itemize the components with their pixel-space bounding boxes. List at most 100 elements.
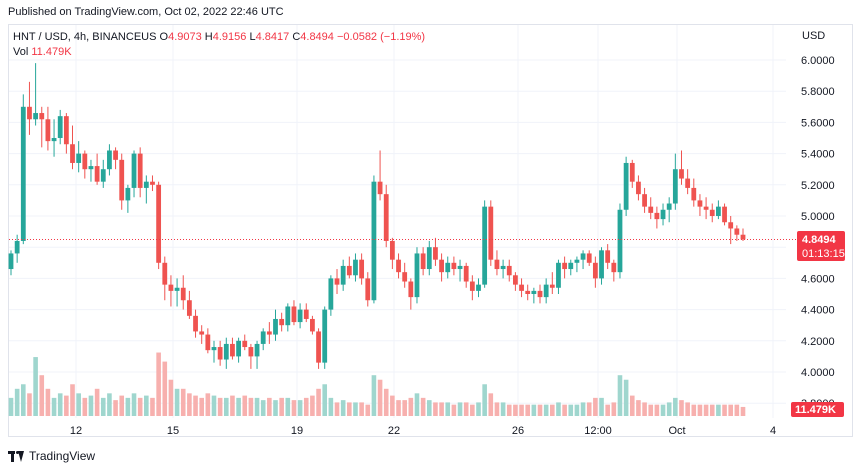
candle-body (445, 262, 451, 273)
volume-value: 11.479K (31, 46, 72, 58)
candle-body (715, 206, 721, 216)
volume-bar (506, 404, 512, 416)
candle-body (531, 290, 537, 294)
candle-body (156, 184, 162, 263)
price-tick-label: 5.8000 (801, 86, 835, 98)
volume-bar (107, 393, 112, 416)
time-axis: 12 15 19 22 26 12:00 Oct 4 (70, 425, 776, 437)
candle-body (420, 253, 426, 270)
price-tick-label: 5.0000 (801, 211, 835, 223)
volume-bar (125, 397, 131, 416)
volume-bar (697, 404, 703, 416)
chart-frame[interactable] (8, 24, 853, 437)
volume-bar (525, 404, 531, 416)
candle-body (322, 309, 328, 363)
volume-bar (70, 384, 75, 416)
candle-body (691, 187, 697, 201)
candle-body (334, 278, 340, 285)
candle-body (27, 106, 32, 120)
candle-body (703, 206, 709, 210)
volume-bar (14, 388, 20, 416)
volume-bar (660, 404, 666, 416)
candle-body (260, 331, 266, 344)
volume-bar (500, 402, 506, 416)
candle-body (340, 265, 346, 285)
volume-bar (740, 406, 746, 416)
candle-body (119, 159, 125, 201)
candle-body (611, 262, 617, 273)
symbol-label[interactable]: HNT / USD, 4h, BINANCEUS (13, 31, 157, 43)
candle-body (174, 287, 180, 291)
candle-body (543, 284, 549, 298)
volume-bar (193, 395, 198, 416)
volume-bar (88, 395, 94, 416)
candle-body (371, 181, 377, 301)
volume-bar (642, 402, 647, 416)
volume-bar (703, 404, 709, 416)
volume-bar (64, 395, 69, 416)
candle-body (648, 206, 654, 213)
volume-bar (82, 397, 88, 416)
candle-body (383, 194, 389, 241)
volume-bar (27, 393, 32, 416)
volume-bar (94, 388, 100, 416)
volume-bar (451, 404, 457, 416)
volume-bar (543, 404, 549, 416)
candle-body (254, 343, 260, 357)
volume-bar (716, 404, 721, 416)
price-tick-label: 4.2000 (801, 336, 835, 348)
price-axis: 6.0000 5.8000 5.6000 5.4000 5.2000 5.0000 4.60… (801, 55, 835, 410)
candle-body (14, 240, 20, 254)
candle-body (113, 150, 118, 160)
volume-bar (648, 404, 654, 416)
candle-body (586, 253, 592, 263)
volume-bar (599, 397, 604, 416)
time-tick-label: 19 (291, 425, 303, 437)
volume-bar (685, 402, 690, 416)
candle-body (51, 138, 57, 142)
volume-bar (8, 397, 14, 416)
change-value: −0.0582 (−1.19%) (336, 31, 426, 43)
volume-bar (168, 379, 174, 416)
volume-bar (623, 379, 629, 416)
candle-body (248, 347, 254, 357)
time-tick-label: 22 (388, 425, 400, 437)
volume-bar (217, 397, 223, 416)
candle-body (654, 212, 660, 220)
volume-bar (414, 393, 420, 416)
volume-bar (371, 375, 377, 416)
volume-label: Vol (13, 46, 29, 58)
volume-bar (654, 404, 660, 416)
candle-body (20, 106, 26, 241)
volume-bar (513, 404, 518, 416)
candle-body (273, 318, 278, 335)
candle-body (599, 250, 604, 279)
candle-body (709, 209, 715, 216)
volume-bar (21, 384, 26, 416)
candle-body (8, 253, 14, 270)
volume-bar (433, 402, 438, 416)
volume-bar (187, 393, 192, 416)
candle-body (488, 206, 494, 260)
footer-brand[interactable]: TradingView (8, 449, 95, 463)
volume-bar (76, 393, 81, 416)
time-tick-label: 4 (770, 425, 776, 437)
low-label: L (249, 31, 256, 43)
candle-body (451, 262, 457, 270)
price-tick-label: 6.0000 (801, 55, 835, 67)
chart-legend: HNT / USD, 4h, BINANCEUS O4.9073 H4.9156… (13, 30, 425, 60)
candle-body (316, 331, 321, 363)
candle-body (402, 272, 408, 282)
volume-bar (629, 395, 635, 416)
volume-bar (457, 402, 463, 416)
time-tick-label: Oct (668, 425, 685, 437)
volume-bar (494, 402, 500, 416)
candle-body (150, 181, 155, 185)
volume-bar (39, 375, 45, 416)
candle-body (592, 262, 598, 279)
candle-body (242, 340, 248, 348)
low-value: 4.8417 (255, 31, 290, 43)
candle-body (199, 331, 205, 335)
volume-bar (267, 397, 272, 416)
